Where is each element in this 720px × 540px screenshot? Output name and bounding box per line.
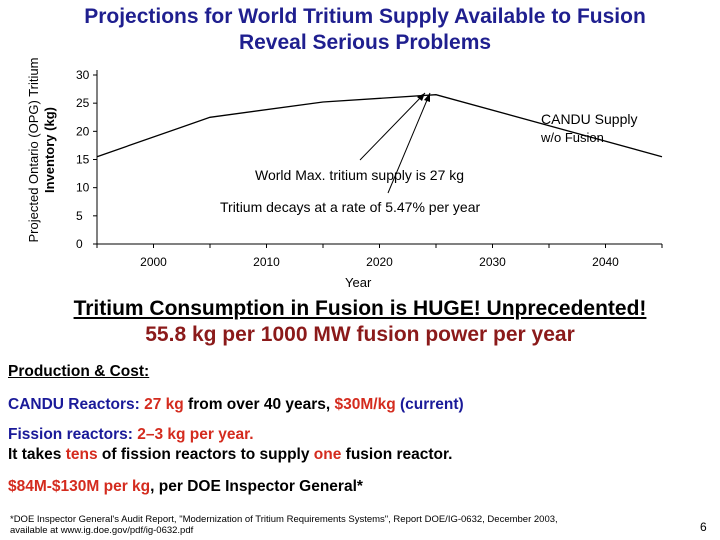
fission-label: Fission reactors: [8, 426, 138, 443]
footnote-line-2: available at www.ig.doe.gov/pdf/ig-0632.… [10, 525, 194, 536]
y-tick-label: 0 [76, 237, 83, 251]
consumption-line-1: Tritium Consumption in Fusion is HUGE! U… [73, 297, 647, 320]
x-tick-label: 2020 [366, 255, 393, 269]
candu-cost: $30M/kg [334, 396, 396, 413]
annotation-candu-2: w/o Fusion [540, 130, 604, 145]
fission-tens: tens [65, 446, 98, 463]
fission-line-1: Fission reactors: 2–3 kg per year. [8, 426, 254, 444]
x-axis-label: Year [345, 275, 372, 290]
candu-label: CANDU Reactors: [8, 396, 145, 413]
arrow-decay [387, 92, 431, 194]
annotation-peak: World Max. tritium supply is 27 kg [255, 167, 464, 183]
page-number: 6 [700, 520, 707, 534]
fission-one: one [313, 446, 342, 463]
footnote-line-1: *DOE Inspector General's Audit Report, "… [10, 514, 558, 525]
y-tick-label: 25 [76, 96, 90, 110]
fission-end: fusion reactor. [341, 446, 453, 463]
doe-cost: $84M-$130M per kg [8, 478, 151, 495]
x-tick-label: 2000 [140, 255, 167, 269]
candu-end: (current) [395, 396, 464, 413]
candu-mid: from over 40 years, [183, 396, 335, 413]
y-tick-label: 30 [76, 68, 90, 82]
x-tick-label: 2010 [253, 255, 280, 269]
annotation-decay: Tritium decays at a rate of 5.47% per ye… [220, 199, 480, 215]
candu-line: CANDU Reactors: 27 kg from over 40 years… [8, 396, 464, 414]
y-tick-label: 10 [76, 181, 90, 195]
doe-line: $84M-$130M per kg, per DOE Inspector Gen… [8, 478, 363, 496]
fission-line-2: It takes tens of fission reactors to sup… [8, 446, 452, 464]
production-heading: Production & Cost: [8, 363, 150, 380]
series-line [96, 94, 663, 158]
fission-supply: of fission reactors to supply [97, 446, 314, 463]
fission-takes: It takes [8, 446, 66, 463]
tritium-chart: 30 25 20 15 10 5 0 2000 2010 2020 2030 2040 CANDU … [76, 68, 663, 290]
slide-title: Projections for World Tritium Supply Ava… [20, 4, 710, 56]
y-tick-label: 20 [76, 124, 90, 138]
footnote: *DOE Inspector General's Audit Report, "… [10, 514, 558, 536]
x-tick-label: 2040 [592, 255, 619, 269]
consumption-statement: Tritium Consumption in Fusion is HUGE! U… [0, 296, 720, 348]
arrow-peak [359, 92, 426, 161]
consumption-line-2: 55.8 kg per 1000 MW fusion power per yea… [145, 323, 575, 346]
x-tick-label: 2030 [479, 255, 506, 269]
arrowhead-peak [417, 93, 425, 101]
y-tick-label: 5 [76, 209, 83, 223]
title-line-1: Projections for World Tritium Supply Ava… [84, 5, 646, 28]
fission-amount: 2–3 kg per year. [137, 426, 254, 443]
arrowhead-decay [424, 93, 430, 102]
doe-rest: , per DOE Inspector General* [150, 478, 363, 495]
title-line-2: Reveal Serious Problems [238, 31, 492, 54]
annotation-candu-1: CANDU Supply [541, 111, 637, 127]
y-tick-label: 15 [76, 153, 90, 167]
candu-amount: 27 kg [144, 396, 184, 413]
